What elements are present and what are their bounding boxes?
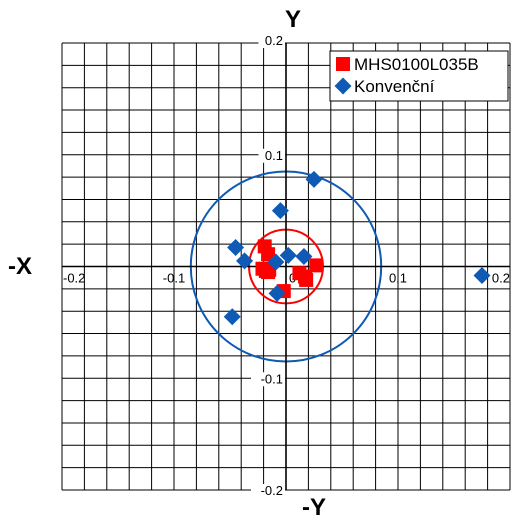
axis-label-top: Y [285, 6, 301, 33]
y-tick-label: -0.2 [261, 483, 283, 498]
x-tick-label: 0.1 [389, 271, 407, 286]
x-tick-label: -0.2 [63, 271, 85, 286]
axis-label-bottom: -Y [302, 494, 326, 517]
data-point-diamond [295, 247, 313, 265]
legend: MHS0100L035B Konvenční [329, 50, 509, 102]
y-tick-label: -0.1 [261, 371, 283, 386]
y-tick-label-bg [251, 484, 285, 498]
legend-label: MHS0100L035B [354, 55, 479, 74]
data-points [223, 170, 491, 326]
data-point-diamond [271, 202, 289, 220]
data-point-diamond [236, 252, 254, 270]
data-point-diamond [267, 253, 285, 271]
y-tick-label-bg [251, 372, 285, 387]
y-tick-label: 0.2 [265, 33, 283, 48]
data-point-diamond [305, 170, 323, 188]
y-tick-label: 0.1 [265, 148, 283, 163]
data-point-square [309, 258, 324, 273]
data-point-square [261, 247, 276, 262]
x-tick-label: 0.2 [492, 271, 510, 286]
legend-marker-diamond [334, 77, 352, 95]
data-point-diamond [268, 284, 286, 302]
y-tick-label-bg [258, 34, 285, 48]
data-point-diamond [227, 239, 245, 257]
data-point-diamond [279, 246, 297, 264]
legend-label: Konvenční [354, 77, 435, 96]
data-point-diamond [473, 266, 491, 284]
y-tick-label-bg [258, 148, 285, 163]
axis-label-left: -X [8, 253, 32, 280]
data-point-square [261, 265, 276, 280]
tick-labels: -0.2-0.100.10.20.20.1-0.1-0.2 [63, 33, 510, 498]
center-axes [62, 43, 510, 490]
legend-box [329, 50, 509, 102]
data-point-diamond [223, 308, 241, 326]
x-tick-label: -0.1 [163, 271, 185, 286]
data-point-square [299, 272, 314, 287]
legend-marker-square [336, 57, 350, 71]
